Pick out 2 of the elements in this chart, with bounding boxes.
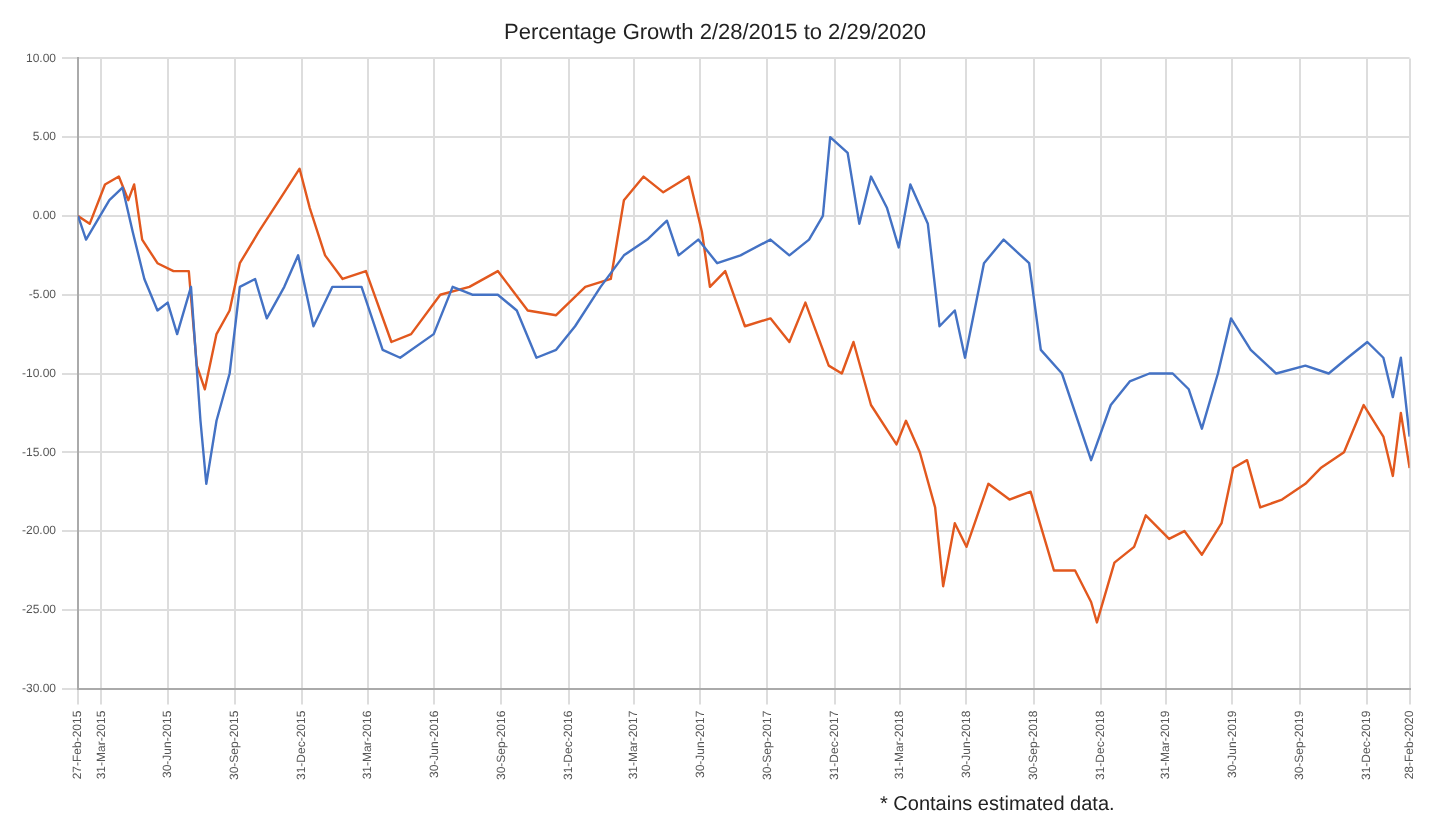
chart-title: Percentage Growth 2/28/2015 to 2/29/2020 [504,21,926,46]
text: * Contains estimated data. [880,794,1115,816]
